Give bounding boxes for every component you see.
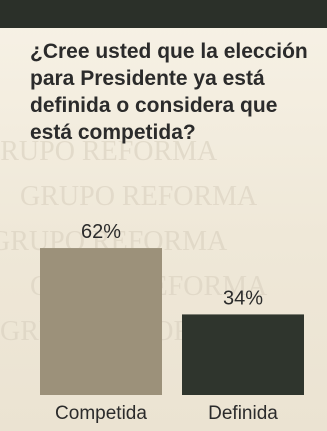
- watermark-text: GRUPO REFORMA: [20, 181, 258, 212]
- bars-group: 62% Competida 34% Definida: [40, 221, 304, 424]
- category-label: Competida: [55, 403, 147, 424]
- chart-title: ¿Cree usted que la elección para Preside…: [30, 40, 308, 144]
- top-bar: [0, 0, 327, 28]
- bar-competida: [40, 248, 162, 395]
- value-label: 34%: [223, 287, 263, 309]
- category-label: Definida: [208, 403, 278, 424]
- value-label: 62%: [81, 221, 121, 243]
- watermark-text: GRUPO REFORMA: [0, 136, 218, 167]
- bar-definida: [182, 314, 304, 395]
